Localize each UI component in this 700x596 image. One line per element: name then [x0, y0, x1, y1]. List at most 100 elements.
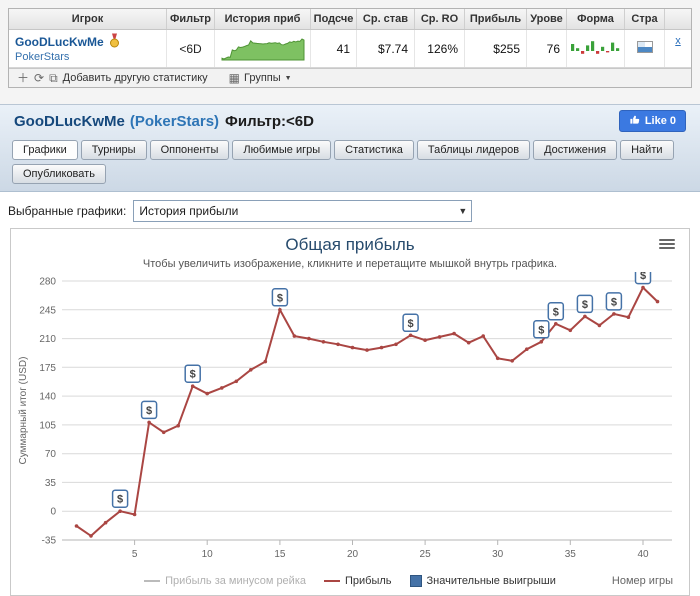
- svg-text:$: $: [582, 299, 588, 311]
- games-count-value: 41: [311, 30, 357, 67]
- svg-text:$: $: [146, 405, 152, 417]
- site-label[interactable]: PokerStars: [15, 51, 70, 64]
- legend-item-profit[interactable]: Прибыль: [324, 575, 392, 587]
- plus-icon[interactable]: ＋: [17, 71, 30, 85]
- form-cell: [567, 30, 625, 67]
- country-flag-icon: [636, 41, 653, 56]
- svg-text:$: $: [553, 306, 559, 318]
- profile-filter-label: Фильтр:<6D: [225, 112, 314, 130]
- stats-widget: Игрок Фильтр История приб Подсче Ср. ста…: [0, 0, 700, 104]
- legend-label: Прибыль: [345, 575, 392, 587]
- svg-text:35: 35: [565, 549, 577, 560]
- svg-text:Суммарный итог (USD): Суммарный итог (USD): [18, 357, 29, 465]
- legend-line-sample: [324, 580, 340, 582]
- column-header-profit[interactable]: Прибыль: [465, 9, 527, 29]
- tab-tournaments[interactable]: Турниры: [80, 140, 147, 160]
- filter-value: <6D: [167, 30, 215, 67]
- column-header-games-count[interactable]: Подсче: [311, 9, 357, 29]
- profile-section: GooDLucKwMe (PokerStars) Фильтр:<6D Like…: [0, 104, 700, 192]
- tab-publish[interactable]: Опубликовать: [12, 164, 106, 184]
- legend-line-sample: [144, 580, 161, 582]
- actions-cell: x: [665, 30, 691, 67]
- medal-icon: [108, 33, 121, 51]
- svg-text:$: $: [277, 292, 283, 304]
- copy-icon[interactable]: ⧉: [49, 71, 58, 85]
- svg-text:280: 280: [39, 277, 56, 288]
- avg-stake-value: $7.74: [357, 30, 415, 67]
- svg-text:140: 140: [39, 392, 56, 403]
- tab-statistics[interactable]: Статистика: [334, 140, 414, 160]
- profit-history-sparkline[interactable]: [221, 37, 305, 61]
- column-header-avg-roi[interactable]: Ср. RO: [415, 9, 465, 29]
- svg-text:245: 245: [39, 305, 56, 316]
- svg-text:105: 105: [39, 420, 56, 431]
- tab-favorite-games[interactable]: Любимые игры: [232, 140, 332, 160]
- legend-label: Значительные выигрыши: [426, 575, 556, 587]
- selected-chart-label: История прибыли: [139, 204, 239, 218]
- tab-leaderboards[interactable]: Таблицы лидеров: [416, 140, 531, 160]
- chart-title: Общая прибыль: [285, 235, 415, 254]
- tab-find[interactable]: Найти: [620, 140, 674, 160]
- column-header-player[interactable]: Игрок: [9, 9, 167, 29]
- table-toolbar: ＋ ⟳ ⧉ Добавить другую статистику ▦ Групп…: [9, 68, 691, 87]
- player-cell: GooDLucKwMe PokerStars: [9, 30, 167, 67]
- column-header-profit-history[interactable]: История приб: [215, 9, 311, 29]
- chart-panel: Общая прибыль Чтобы увеличить изображени…: [10, 228, 690, 596]
- svg-text:25: 25: [420, 549, 432, 560]
- svg-text:210: 210: [39, 334, 56, 345]
- chart-subtitle: Чтобы увеличить изображение, кликните и …: [142, 258, 558, 270]
- profit-chart[interactable]: -35 0 35 70 105 140 175 210 245 280 5 10 15 20 25 30 35 4…: [16, 272, 684, 570]
- svg-text:$: $: [408, 318, 414, 330]
- charts-select[interactable]: История прибыли ▼: [133, 200, 473, 222]
- remove-row-link[interactable]: x: [675, 35, 681, 47]
- legend-item-significant-wins[interactable]: Значительные выигрыши: [409, 575, 556, 587]
- column-header-form[interactable]: Форма: [567, 9, 625, 29]
- profit-value: $255: [465, 30, 527, 67]
- svg-text:$: $: [611, 296, 617, 308]
- svg-text:$: $: [640, 272, 646, 282]
- profile-site-name: (PokerStars): [129, 112, 220, 130]
- groups-label: Группы: [244, 72, 281, 84]
- svg-text:5: 5: [132, 549, 138, 560]
- column-header-level[interactable]: Урове: [527, 9, 567, 29]
- legend-square-sample: [409, 575, 422, 587]
- facebook-like-button[interactable]: Like 0: [618, 110, 686, 132]
- svg-text:175: 175: [39, 363, 56, 374]
- chart-menu-button[interactable]: [657, 237, 677, 252]
- column-header-filter[interactable]: Фильтр: [167, 9, 215, 29]
- thumbs-up-icon: [629, 114, 640, 128]
- column-header-avg-stake[interactable]: Ср. став: [357, 9, 415, 29]
- svg-text:35: 35: [45, 478, 57, 489]
- tab-bar: Графики Турниры Оппоненты Любимые игры С…: [0, 134, 700, 160]
- player-name-link[interactable]: GooDLucKwMe: [15, 34, 104, 49]
- legend-item-profit-minus-rake[interactable]: Прибыль за минусом рейка: [144, 575, 306, 587]
- tab-graphs[interactable]: Графики: [12, 140, 78, 160]
- chart-legend: Прибыль за минусом рейка Прибыль Значите…: [11, 571, 689, 591]
- svg-text:0: 0: [50, 507, 56, 518]
- svg-text:20: 20: [347, 549, 359, 560]
- profile-player-name: GooDLucKwMe: [14, 112, 125, 130]
- profit-history-cell: [215, 30, 311, 67]
- svg-text:$: $: [190, 369, 196, 381]
- add-statistic-label: Добавить другую статистику: [62, 72, 208, 84]
- profile-header: GooDLucKwMe (PokerStars) Фильтр:<6D Like…: [0, 105, 700, 134]
- chevron-down-icon: ▼: [284, 74, 292, 82]
- svg-text:$: $: [538, 324, 544, 336]
- svg-text:10: 10: [202, 549, 214, 560]
- like-label: Like 0: [644, 115, 676, 127]
- x-axis-label: Номер игры: [611, 575, 673, 587]
- groups-button[interactable]: ▦ Группы ▼: [229, 72, 292, 84]
- level-value: 76: [527, 30, 567, 67]
- svg-text:70: 70: [45, 449, 57, 460]
- charts-select-label: Выбранные графики:: [8, 204, 127, 218]
- tab-opponents[interactable]: Оппоненты: [149, 140, 230, 160]
- tab-achievements[interactable]: Достижения: [533, 140, 618, 160]
- svg-text:30: 30: [492, 549, 504, 560]
- avg-roi-value: 126%: [415, 30, 465, 67]
- grid-icon: ▦: [228, 71, 240, 85]
- country-cell: [625, 30, 665, 67]
- refresh-icon[interactable]: ⟳: [34, 71, 45, 85]
- svg-text:40: 40: [637, 549, 649, 560]
- add-statistic-button[interactable]: Добавить другую статистику: [63, 72, 208, 84]
- column-header-country[interactable]: Стра: [625, 9, 665, 29]
